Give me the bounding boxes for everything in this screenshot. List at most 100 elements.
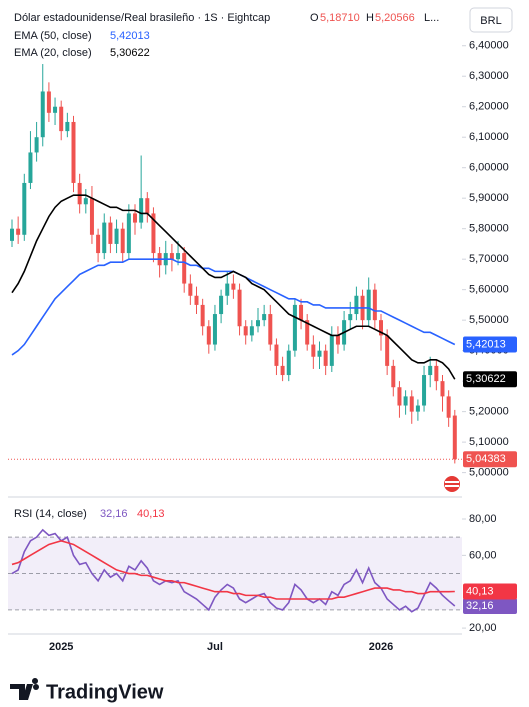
- ema-badge: 5,30622: [466, 373, 506, 385]
- candle-body: [212, 314, 217, 345]
- candle-body: [145, 198, 150, 214]
- symbol: Dólar estadounidense/Real brasileño · 1S…: [14, 12, 270, 24]
- candle-body: [409, 396, 414, 412]
- candle-body: [280, 365, 285, 376]
- ema-badge-bg: [463, 336, 517, 353]
- candle-body: [169, 253, 174, 260]
- candle-body: [292, 304, 297, 351]
- candle-body: [268, 314, 273, 345]
- open-label: O: [310, 12, 319, 24]
- rsi-badge-bg: [463, 583, 517, 600]
- candle-body: [286, 350, 291, 376]
- candle-body: [397, 387, 402, 406]
- currency-button[interactable]: [469, 7, 513, 33]
- candle-body: [348, 314, 353, 321]
- y-tick-label: 5,60000: [469, 284, 509, 296]
- candle-body: [225, 283, 230, 296]
- candle-body: [329, 335, 334, 366]
- candle-body: [71, 121, 76, 183]
- y-tick-label: 6,00000: [469, 162, 509, 174]
- ema-badge-bg: [463, 371, 517, 388]
- candle-body: [452, 415, 457, 460]
- candle-body: [335, 335, 340, 345]
- candle-body: [440, 381, 445, 397]
- header: Dólar estadounidense/Real brasileño · 1S…: [14, 12, 439, 24]
- candle-body: [34, 137, 39, 153]
- rsi-title: RSI (14, close): [14, 508, 87, 520]
- ema-badge: 5,42013: [466, 338, 506, 350]
- currency[interactable]: BRL: [480, 15, 501, 27]
- candle-body: [379, 320, 383, 336]
- candle-body: [422, 375, 427, 406]
- legend-value: 5,30622: [110, 47, 150, 59]
- y-tick-label: 20,00: [469, 622, 497, 634]
- candle-body: [366, 289, 371, 321]
- candle-body: [16, 228, 21, 235]
- y-tick-label: 5,00000: [469, 467, 509, 479]
- legend-name: EMA (20, close): [14, 47, 92, 59]
- candle-body: [114, 228, 119, 244]
- high-label: H: [366, 12, 374, 24]
- y-tick-label: 5,10000: [469, 436, 509, 448]
- candle-body: [391, 365, 396, 388]
- y-tick-label: 5,20000: [469, 406, 509, 418]
- candle-body: [428, 365, 433, 376]
- candle-body: [237, 289, 242, 327]
- flag-icon: [444, 476, 460, 492]
- candle-body: [120, 228, 125, 254]
- y-tick-label: 5,80000: [469, 223, 509, 235]
- price-axis-bg: [462, 0, 529, 662]
- legend-value: 32,16: [100, 508, 128, 520]
- candle-body: [102, 222, 107, 254]
- rsi-badge: 40,13: [466, 585, 494, 597]
- candle-body: [262, 314, 267, 321]
- candle-body: [59, 106, 64, 132]
- legend-name: EMA (50, close): [14, 30, 92, 42]
- candle-body: [40, 91, 45, 138]
- candle-body: [53, 106, 58, 113]
- candle-body: [200, 304, 205, 327]
- candle-body: [176, 253, 181, 260]
- candle-body: [243, 326, 248, 336]
- candle-body: [385, 335, 390, 366]
- y-tick-label: 5,90000: [469, 192, 509, 204]
- x-tick-label: Jul: [207, 641, 223, 653]
- y-tick-label: 80,00: [469, 513, 497, 525]
- open-value: 5,18710: [320, 12, 360, 24]
- candle-body: [311, 344, 316, 357]
- y-tick-label: 5,70000: [469, 253, 509, 265]
- candle-body: [133, 213, 137, 223]
- candle-body: [188, 283, 193, 296]
- candle-body: [28, 152, 33, 183]
- candle-body: [354, 295, 359, 315]
- low-label: L...: [424, 12, 439, 24]
- candle-body: [415, 405, 420, 412]
- candle-body: [249, 326, 254, 336]
- legend-value: 5,42013: [110, 30, 150, 42]
- candle-body: [10, 228, 14, 241]
- candle-body: [151, 213, 156, 254]
- candle-body: [22, 182, 27, 235]
- rsi-badge-bg: [463, 597, 517, 614]
- y-tick-label: 6,40000: [469, 40, 509, 52]
- candle-body: [126, 213, 131, 254]
- candle-body: [299, 304, 304, 321]
- x-tick-label: 2026: [369, 641, 393, 653]
- candle-body: [274, 344, 279, 366]
- candle-body: [182, 253, 187, 284]
- candle-body: [206, 326, 211, 345]
- candle-body: [231, 283, 236, 290]
- logo: TradingView: [10, 678, 164, 703]
- candle-body: [372, 289, 377, 321]
- last-price-badge: 5,04383: [466, 453, 506, 465]
- candle-body: [305, 320, 310, 345]
- y-tick-label: 6,20000: [469, 101, 509, 113]
- candle-body: [108, 222, 113, 244]
- flag-stripe: [445, 485, 459, 487]
- candle-body: [83, 198, 88, 205]
- rsi-line: [11, 539, 455, 600]
- logo-dot: [33, 684, 39, 690]
- candle-body: [403, 396, 408, 406]
